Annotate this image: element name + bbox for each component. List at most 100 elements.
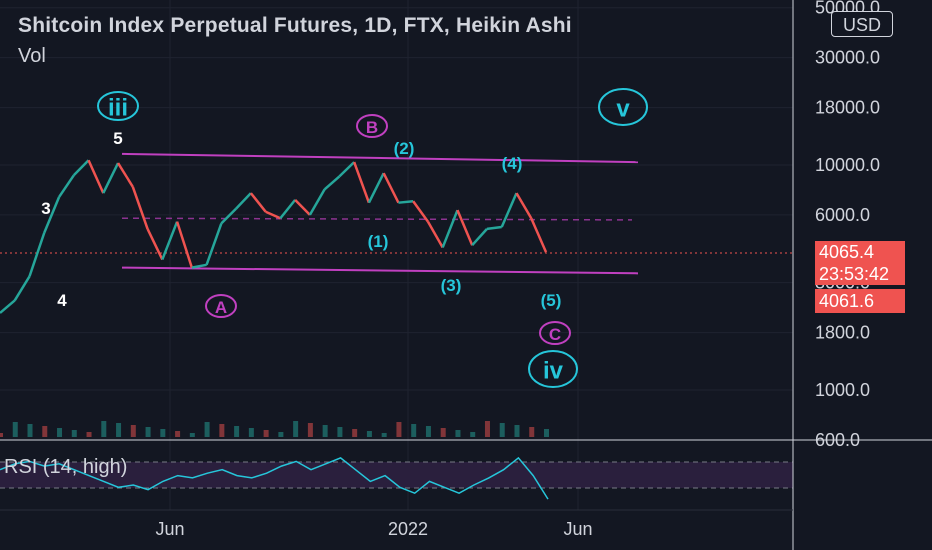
price-segment xyxy=(28,232,46,277)
price-segment xyxy=(57,174,75,198)
volume-bar xyxy=(116,423,122,437)
wave-label: (2) xyxy=(394,139,415,158)
volume-bar xyxy=(145,427,151,437)
price-segment xyxy=(43,196,61,234)
volume-bar xyxy=(86,432,92,437)
volume-bar xyxy=(440,428,446,437)
volume-bar xyxy=(293,421,299,437)
x-tick-label: Jun xyxy=(155,519,184,539)
volume-bar xyxy=(411,424,417,437)
y-tick-label: 6000.0 xyxy=(815,205,870,225)
wave-label: iv xyxy=(543,357,564,384)
price-segment xyxy=(441,209,459,248)
volume-bar xyxy=(337,427,343,437)
wave-circle xyxy=(598,88,648,126)
price-segment xyxy=(500,192,518,228)
x-tick-label: 2022 xyxy=(388,519,428,539)
chart-title: Shitcoin Index Perpetual Futures, 1D, FT… xyxy=(18,14,572,37)
volume-bar xyxy=(470,432,476,437)
price-segment xyxy=(338,161,356,178)
wave-circle xyxy=(539,321,571,345)
wave-label: iii xyxy=(108,94,128,121)
volume-bar xyxy=(219,424,225,437)
price-segment xyxy=(352,161,371,204)
volume-bar xyxy=(175,431,181,437)
volume-bar xyxy=(425,426,431,437)
wave-circle xyxy=(356,114,388,138)
wave-circle xyxy=(528,350,578,388)
volume-bar xyxy=(71,430,77,437)
volume-bar xyxy=(204,422,210,437)
channel-upper xyxy=(121,152,639,164)
volume-bar xyxy=(57,428,63,437)
volume-bar xyxy=(12,422,18,437)
volume-bar xyxy=(0,433,3,437)
currency-button[interactable]: USD xyxy=(831,11,893,37)
price-segment xyxy=(205,222,223,266)
price-segment xyxy=(279,199,297,220)
price-segment xyxy=(102,162,120,194)
volume-bar xyxy=(189,433,195,437)
price-segment xyxy=(131,186,149,230)
volume-bar xyxy=(484,421,490,437)
volume-bar xyxy=(381,433,387,437)
wave-label: (5) xyxy=(541,291,562,310)
volume-bar xyxy=(160,429,166,437)
price-segment xyxy=(530,217,548,253)
price-segment xyxy=(116,162,134,188)
price-segment xyxy=(471,228,488,247)
volume-bar xyxy=(278,432,284,437)
price-segment xyxy=(323,175,341,191)
volume-bar xyxy=(396,422,402,437)
price-segment xyxy=(412,200,429,223)
channel-mid xyxy=(121,217,633,221)
y-tick-label: 1000.0 xyxy=(815,380,870,400)
rsi-panel xyxy=(0,456,793,500)
volume-bar xyxy=(130,425,136,437)
price-segment xyxy=(146,228,164,261)
volume-bar xyxy=(101,421,107,437)
volume-bars xyxy=(0,421,549,437)
y-tick-label: 1800.0 xyxy=(815,323,870,343)
wave-label: v xyxy=(616,95,630,122)
price-segment xyxy=(382,172,400,204)
volume-bar xyxy=(27,424,33,437)
volume-bar xyxy=(42,426,48,437)
y-tick-label: 10000.0 xyxy=(815,155,880,175)
wave-label: C xyxy=(549,325,561,344)
wave-label: (1) xyxy=(368,232,389,251)
volume-bar xyxy=(307,423,313,437)
volume-bar xyxy=(529,427,535,437)
price-segment xyxy=(161,221,179,261)
volume-bar xyxy=(455,430,461,437)
y-tick-label: 30000.0 xyxy=(815,48,880,68)
volume-bar xyxy=(366,431,372,437)
last-price-tag: 4065.4 xyxy=(815,241,905,263)
volume-bar xyxy=(352,429,358,437)
price-segment xyxy=(367,172,385,204)
volume-bar xyxy=(514,425,520,437)
price-segment xyxy=(486,225,502,231)
wave-label: (3) xyxy=(441,276,462,295)
channel-lower xyxy=(121,266,639,275)
volume-bar xyxy=(263,430,269,437)
candles xyxy=(0,159,548,314)
wave-circle xyxy=(97,91,139,121)
price-segment xyxy=(294,198,311,216)
price-segment xyxy=(72,159,90,177)
wave-label: 4 xyxy=(57,291,67,310)
wave-circle xyxy=(205,294,237,318)
volume-bar xyxy=(248,428,254,437)
rsi-line xyxy=(0,456,549,500)
rsi-label: RSI (14, high) xyxy=(4,456,128,478)
price-segment xyxy=(265,210,281,220)
volume-bar xyxy=(234,426,240,437)
price-segment xyxy=(220,207,237,225)
price-segment xyxy=(308,188,326,216)
trend-channel xyxy=(0,152,793,275)
price-segment xyxy=(87,159,105,194)
price-segment xyxy=(515,192,533,219)
price-segment xyxy=(13,275,31,302)
price-segment xyxy=(235,192,252,210)
